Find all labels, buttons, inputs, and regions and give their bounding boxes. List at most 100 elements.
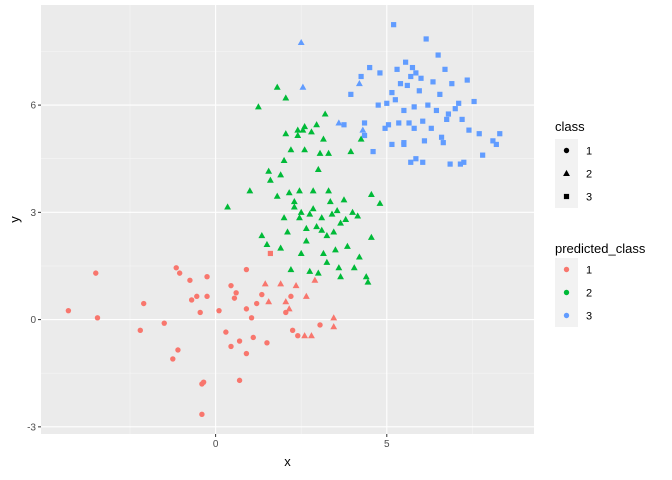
legend-class-title: class — [555, 119, 585, 134]
data-point-class-3-pred-1 — [267, 250, 273, 257]
data-point-class-2-pred-2 — [246, 187, 254, 194]
x-tick-label: 0 — [213, 439, 219, 450]
legend-predicted-class-title: predicted_class — [555, 241, 646, 256]
data-point-class-3-pred-3 — [403, 59, 409, 65]
data-point-class-1-pred-1 — [288, 293, 294, 300]
legend-predicted-class-label: 3 — [586, 311, 592, 323]
data-point-class-1-pred-1 — [137, 327, 143, 334]
data-point-class-1-pred-1 — [264, 340, 270, 346]
data-point-class-3-pred-3 — [457, 161, 463, 167]
data-point-class-2-pred-2 — [277, 244, 285, 251]
legend-key-square — [563, 193, 570, 200]
x-tick-label: 5 — [384, 439, 390, 450]
data-point-class-2-pred-2 — [297, 208, 305, 215]
y-tick-label: 0 — [30, 315, 36, 326]
data-point-class-2-pred-2 — [342, 215, 350, 223]
data-point-class-3-pred-3 — [471, 98, 477, 105]
data-point-class-3-pred-3 — [392, 97, 398, 103]
data-point-class-1-pred-1 — [188, 297, 195, 303]
y-tick-label: -3 — [27, 422, 36, 433]
data-point-class-2-pred-1 — [282, 298, 290, 305]
data-point-class-1-pred-1 — [194, 293, 200, 300]
data-point-class-2-pred-2 — [323, 258, 331, 265]
data-point-class-2-pred-2 — [318, 226, 326, 233]
data-point-class-3-pred-3 — [490, 138, 496, 144]
data-point-class-2-pred-2 — [350, 264, 358, 271]
legend-predicted-class-label: 2 — [586, 288, 592, 300]
data-point-class-2-pred-2 — [280, 156, 288, 164]
data-point-class-2-pred-2 — [224, 203, 232, 210]
data-point-class-2-pred-2 — [326, 198, 334, 205]
data-point-class-2-pred-2 — [335, 264, 343, 271]
data-point-class-3-pred-3 — [430, 79, 436, 85]
legend-key-color-dot — [563, 289, 570, 296]
data-point-class-1-pred-1 — [236, 377, 243, 384]
data-point-class-2-pred-3 — [335, 119, 343, 126]
data-point-class-3-pred-3 — [413, 156, 419, 162]
data-point-class-2-pred-1 — [311, 276, 319, 283]
data-point-class-2-pred-2 — [273, 192, 281, 199]
data-point-class-2-pred-1 — [285, 305, 293, 312]
data-point-class-2-pred-2 — [282, 130, 290, 137]
data-point-class-3-pred-3 — [401, 107, 407, 114]
data-point-class-2-pred-2 — [306, 210, 314, 217]
data-point-class-1-pred-1 — [295, 332, 301, 339]
data-point-class-3-pred-3 — [428, 125, 434, 131]
data-point-class-3-pred-3 — [464, 77, 470, 83]
data-point-class-3-pred-3 — [435, 52, 441, 58]
legend-key-circle — [563, 147, 570, 154]
data-point-class-3-pred-3 — [358, 73, 364, 80]
data-point-class-1-pred-1 — [231, 295, 238, 301]
data-point-class-2-pred-2 — [343, 242, 351, 249]
data-point-class-1-pred-1 — [248, 315, 255, 321]
data-point-class-3-pred-3 — [385, 122, 392, 128]
data-point-class-2-pred-2 — [367, 190, 375, 197]
data-point-class-2-pred-2 — [328, 210, 336, 217]
data-point-class-2-pred-2 — [320, 249, 327, 256]
data-point-class-3-pred-3 — [442, 66, 448, 72]
data-point-class-1-pred-1 — [175, 347, 181, 353]
major-gridlines — [41, 5, 534, 434]
legend-key-triangle — [563, 169, 570, 177]
data-point-class-2-pred-1 — [302, 292, 310, 299]
data-point-class-2-pred-2 — [263, 240, 271, 248]
data-point-class-2-pred-1 — [292, 282, 300, 289]
legend-class-label: 1 — [586, 146, 592, 158]
data-point-class-2-pred-2 — [349, 208, 356, 215]
data-point-class-3-pred-3 — [391, 22, 397, 28]
data-point-class-2-pred-2 — [284, 228, 291, 235]
data-point-class-3-pred-3 — [411, 104, 417, 110]
data-point-class-2-pred-2 — [297, 249, 305, 256]
data-point-class-1-pred-1 — [204, 293, 210, 300]
data-point-class-2-pred-2 — [266, 176, 274, 183]
data-point-class-2-pred-2 — [254, 103, 262, 110]
data-point-class-3-pred-3 — [461, 159, 467, 165]
data-point-class-1-pred-1 — [176, 270, 183, 276]
data-point-class-1-pred-1 — [200, 379, 207, 385]
data-point-class-2-pred-1 — [277, 280, 285, 287]
data-point-class-3-pred-3 — [367, 64, 373, 71]
data-point-class-2-pred-2 — [333, 206, 341, 214]
data-point-class-2-pred-2 — [299, 126, 307, 133]
data-point-class-1-pred-1 — [93, 270, 99, 276]
data-point-class-1-pred-1 — [197, 309, 203, 316]
data-point-class-2-pred-2 — [301, 122, 309, 130]
data-point-class-3-pred-3 — [408, 159, 414, 165]
data-point-class-3-pred-3 — [411, 125, 417, 131]
data-point-class-2-pred-2 — [354, 212, 362, 219]
legend-class-label: 3 — [586, 192, 592, 204]
data-point-class-3-pred-3 — [361, 132, 368, 139]
data-point-class-2-pred-2 — [308, 128, 315, 135]
data-point-class-3-pred-3 — [421, 138, 428, 144]
data-point-class-3-pred-3 — [375, 102, 381, 108]
data-point-class-2-pred-2 — [347, 147, 355, 155]
data-point-class-3-pred-3 — [408, 73, 414, 80]
data-point-class-3-pred-3 — [480, 152, 486, 158]
data-point-class-2-pred-2 — [318, 214, 326, 221]
data-point-class-2-pred-2 — [376, 199, 384, 206]
data-point-class-1-pred-1 — [253, 300, 260, 307]
data-point-class-2-pred-2 — [301, 146, 309, 153]
data-point-class-2-pred-2 — [337, 219, 344, 226]
data-point-class-1-pred-1 — [187, 277, 193, 283]
data-point-class-2-pred-2 — [313, 121, 321, 128]
